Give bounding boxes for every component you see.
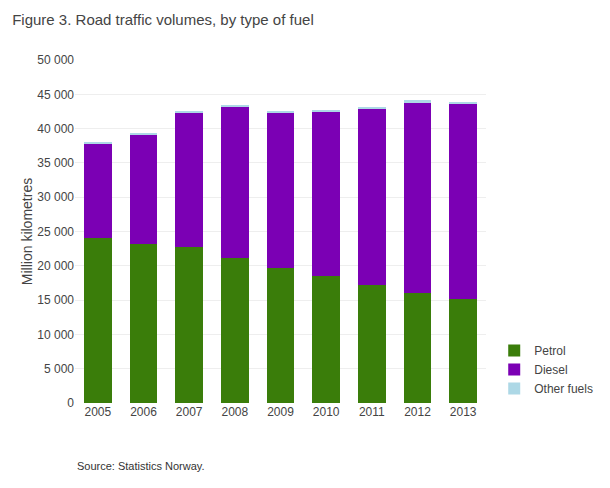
svg-text:30 000: 30 000 <box>37 190 74 204</box>
svg-text:15 000: 15 000 <box>37 293 74 307</box>
svg-text:2005: 2005 <box>84 405 111 419</box>
svg-text:2006: 2006 <box>130 405 157 419</box>
svg-text:Diesel: Diesel <box>534 363 567 377</box>
svg-text:Figure 3. Road traffic volumes: Figure 3. Road traffic volumes, by type … <box>12 11 314 28</box>
svg-text:25 000: 25 000 <box>37 225 74 239</box>
svg-text:2013: 2013 <box>450 405 477 419</box>
svg-text:2010: 2010 <box>313 405 340 419</box>
svg-text:10 000: 10 000 <box>37 328 74 342</box>
svg-text:35 000: 35 000 <box>37 156 74 170</box>
svg-text:Source: Statistics Norway.: Source: Statistics Norway. <box>77 460 205 472</box>
svg-text:20 000: 20 000 <box>37 259 74 273</box>
svg-text:Petrol: Petrol <box>534 344 565 358</box>
svg-text:Million kilometres: Million kilometres <box>19 178 35 285</box>
svg-text:5 000: 5 000 <box>44 362 74 376</box>
svg-text:2011: 2011 <box>359 405 385 419</box>
svg-text:Other fuels: Other fuels <box>534 382 593 396</box>
svg-text:2008: 2008 <box>221 405 248 419</box>
svg-text:2009: 2009 <box>267 405 294 419</box>
svg-text:40 000: 40 000 <box>37 122 74 136</box>
svg-text:2007: 2007 <box>176 405 203 419</box>
svg-text:2012: 2012 <box>404 405 431 419</box>
svg-text:0: 0 <box>67 396 74 410</box>
svg-text:45 000: 45 000 <box>37 88 74 102</box>
svg-text:50 000: 50 000 <box>37 53 74 67</box>
